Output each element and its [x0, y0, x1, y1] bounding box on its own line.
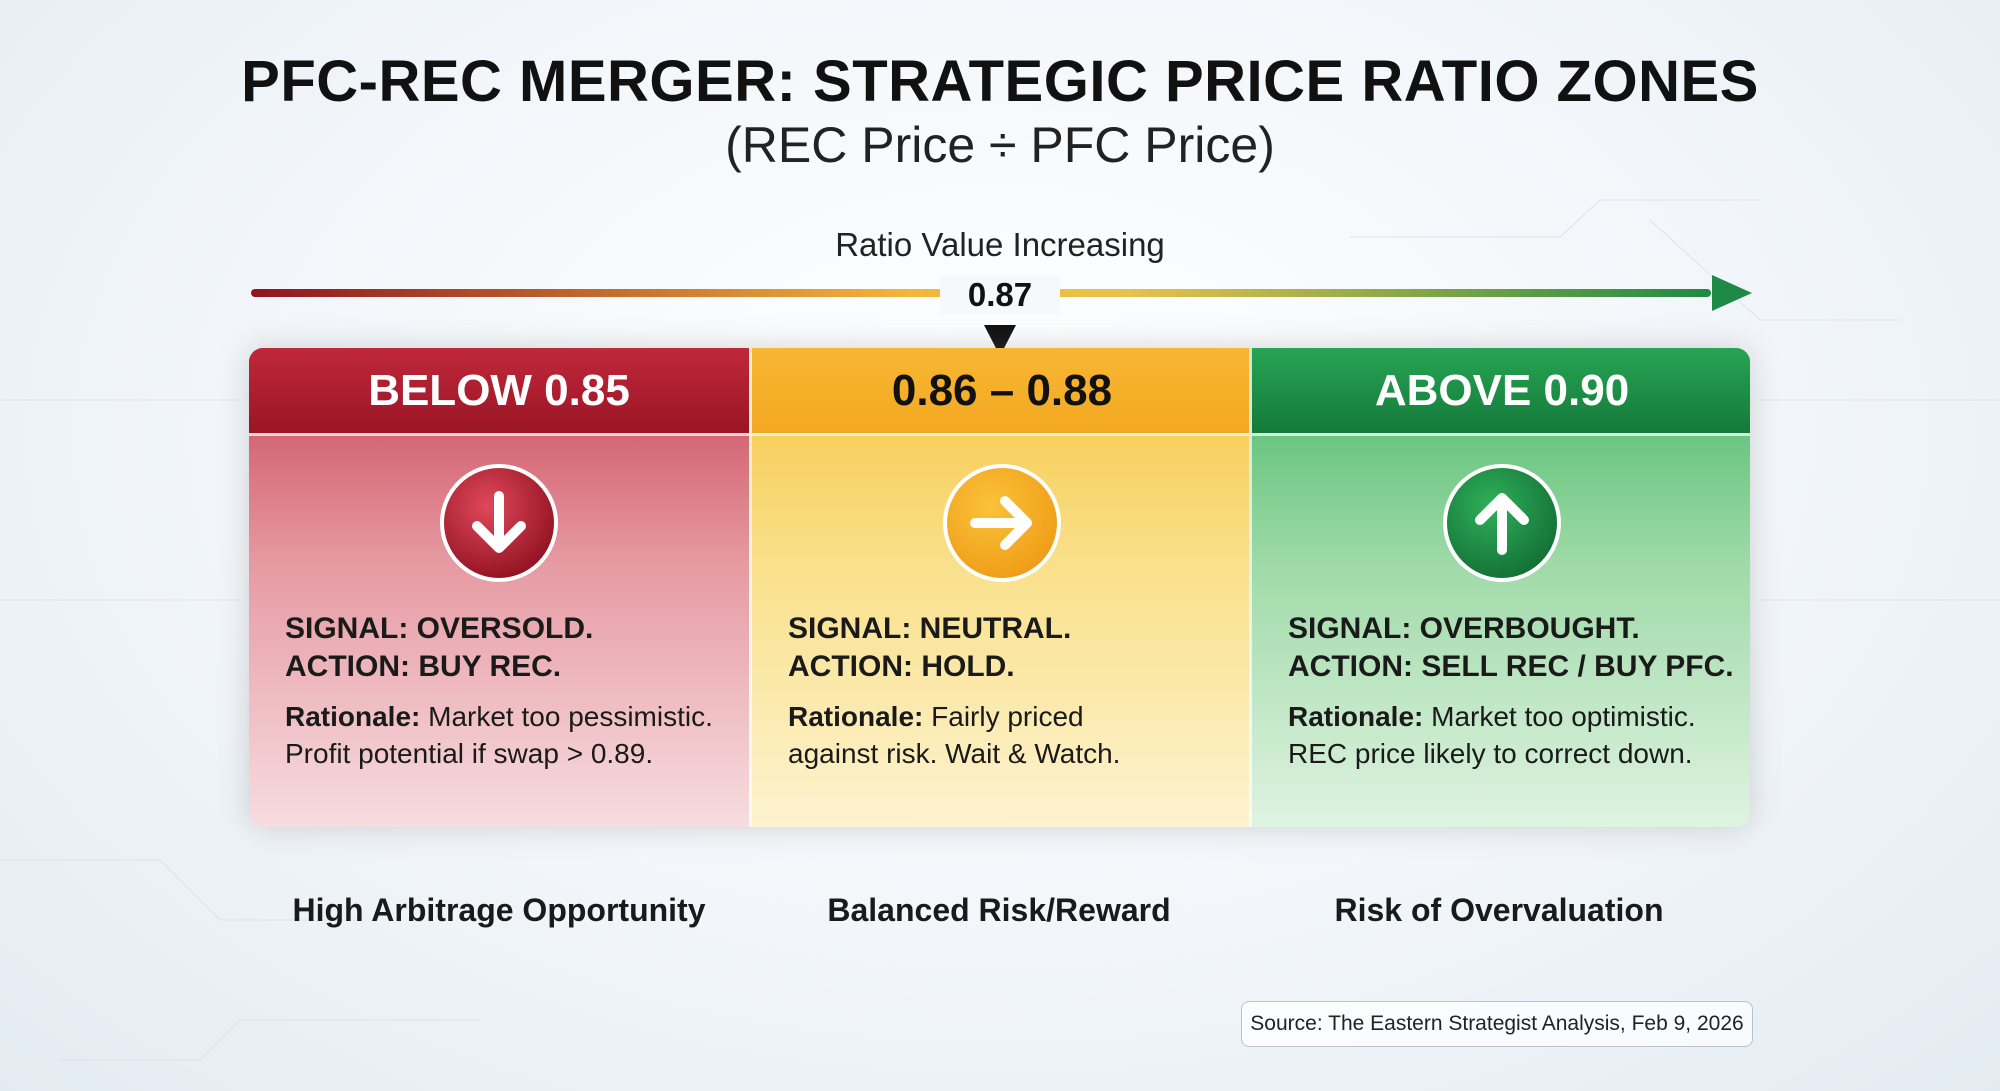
- icon-arrow: [970, 496, 1032, 550]
- icon-arrow: [472, 491, 526, 553]
- signal: SIGNAL: NEUTRAL.: [788, 612, 1072, 645]
- rationale-label: Rationale:: [285, 701, 421, 732]
- rationale-line: Rationale: Fairly priced: [788, 698, 1238, 735]
- action: ACTION: SELL REC / BUY PFC.: [1288, 650, 1734, 683]
- zone-footer: High Arbitrage Opportunity: [292, 892, 706, 928]
- rationale-text: against risk. Wait & Watch.: [788, 738, 1121, 769]
- zone: ABOVE 0.90 SIGNAL: OVERBOUGHT. ACTION: SE…: [1249, 348, 1750, 827]
- zone-footer: Balanced Risk/Reward: [827, 892, 1171, 928]
- zone-text: SIGNAL: OVERSOLD. ACTION: BUY REC. Rationa…: [285, 610, 735, 772]
- zone-icon: [943, 464, 1061, 582]
- title: PFC-REC MERGER: STRATEGIC PRICE RATIO ZO…: [241, 49, 1759, 114]
- rationale-text: REC price likely to correct down.: [1288, 738, 1693, 769]
- scale-marker: 0.87: [940, 276, 1060, 314]
- zone-range: ABOVE 0.90: [1252, 348, 1750, 436]
- rationale-text: Market too pessimistic.: [428, 701, 713, 732]
- scale-label: Ratio Value Increasing: [835, 226, 1165, 263]
- signal: SIGNAL: OVERBOUGHT.: [1288, 612, 1640, 645]
- rationale-line: Profit potential if swap > 0.89.: [285, 735, 735, 772]
- rationale-line: REC price likely to correct down.: [1288, 735, 1738, 772]
- zone-text: SIGNAL: OVERBOUGHT. ACTION: SELL REC / BU…: [1288, 610, 1738, 772]
- rationale-line: Rationale: Market too optimistic.: [1288, 698, 1738, 735]
- rationale: Rationale: Market too optimistic. REC pri…: [1288, 698, 1738, 772]
- action: ACTION: BUY REC.: [285, 650, 562, 683]
- rationale: Rationale: Market too pessimistic. Profit…: [285, 698, 735, 772]
- zone-range: BELOW 0.85: [249, 348, 749, 436]
- zone: 0.86 – 0.88 SIGNAL: NEUTRAL. ACTION: HOLD…: [749, 348, 1252, 827]
- rationale-text: Fairly priced: [931, 701, 1084, 732]
- rationale-text: Profit potential if swap > 0.89.: [285, 738, 654, 769]
- marker-pointer: [984, 325, 1016, 356]
- background-grid: [0, 199, 2000, 1061]
- zone: BELOW 0.85 SIGNAL: OVERSOLD. ACTION: BUY …: [249, 348, 749, 827]
- rationale-label: Rationale:: [1288, 701, 1424, 732]
- zone-range: 0.86 – 0.88: [752, 348, 1252, 436]
- zone-icon: [1443, 464, 1561, 582]
- rationale: Rationale: Fairly priced against risk. Wa…: [788, 698, 1238, 772]
- rationale-line: against risk. Wait & Watch.: [788, 735, 1238, 772]
- rationale-line: Rationale: Market too pessimistic.: [285, 698, 735, 735]
- rationale-label: Rationale:: [788, 701, 924, 732]
- action: ACTION: HOLD.: [788, 650, 1015, 683]
- zone-icon: [440, 464, 558, 582]
- signal: SIGNAL: OVERSOLD.: [285, 612, 594, 645]
- zone-footer: Risk of Overvaluation: [1334, 892, 1664, 928]
- rationale-text: Market too optimistic.: [1431, 701, 1696, 732]
- subtitle: (REC Price ÷ PFC Price): [725, 117, 1275, 173]
- zone-text: SIGNAL: NEUTRAL. ACTION: HOLD. Rationale: …: [788, 610, 1238, 772]
- scale-arrowhead: [1712, 275, 1752, 311]
- source: Source: The Eastern Strategist Analysis,…: [1241, 1001, 1753, 1047]
- zones-panel: BELOW 0.85 SIGNAL: OVERSOLD. ACTION: BUY …: [249, 348, 1750, 827]
- icon-arrow: [1475, 493, 1529, 555]
